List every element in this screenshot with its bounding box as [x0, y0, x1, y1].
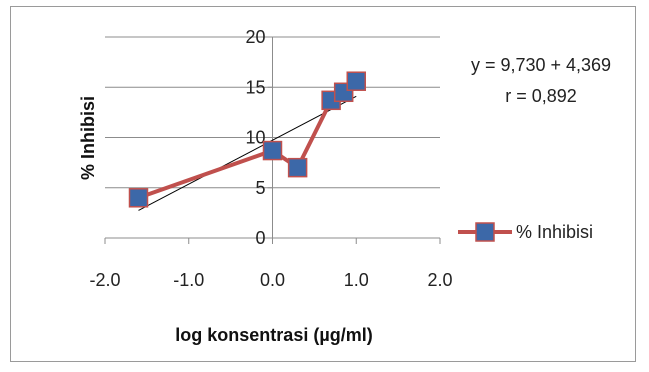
data-point-0-1 — [262, 140, 283, 161]
series-group — [128, 71, 366, 208]
y-tick-label-3: 15 — [245, 77, 265, 97]
data-point-0-0 — [128, 188, 149, 208]
tick-labels: 0 5 10 15 20 -2.0 -1.0 0.0 1.0 2.0 — [89, 27, 452, 290]
legend-marker — [475, 222, 495, 242]
x-tick-label-2: 0.0 — [260, 270, 285, 290]
x-tick-label-1: -1.0 — [173, 270, 204, 290]
y-axis-title: % Inhibisi — [78, 96, 98, 180]
correlation-annotation: r = 0,892 — [505, 86, 577, 106]
data-point-0-5 — [346, 71, 366, 91]
trendline — [138, 95, 357, 211]
legend-label: % Inhibisi — [516, 222, 593, 242]
y-tick-label-1: 5 — [255, 178, 265, 198]
y-tick-label-0: 0 — [255, 228, 265, 248]
y-tick-label-4: 20 — [245, 27, 265, 47]
y-tick-label-2: 10 — [245, 128, 265, 148]
equation-annotation: y = 9,730 + 4,369 — [471, 55, 611, 75]
x-tick-label-3: 1.0 — [344, 270, 369, 290]
x-tick-label-4: 2.0 — [427, 270, 452, 290]
trendline-group — [138, 95, 357, 211]
chart-frame — [10, 6, 636, 362]
x-tick-label-0: -2.0 — [89, 270, 120, 290]
legend: % Inhibisi — [458, 222, 593, 242]
x-axis-title: log konsentrasi (µg/ml) — [175, 325, 372, 345]
axes — [104, 36, 441, 244]
data-point-0-2 — [287, 157, 308, 178]
